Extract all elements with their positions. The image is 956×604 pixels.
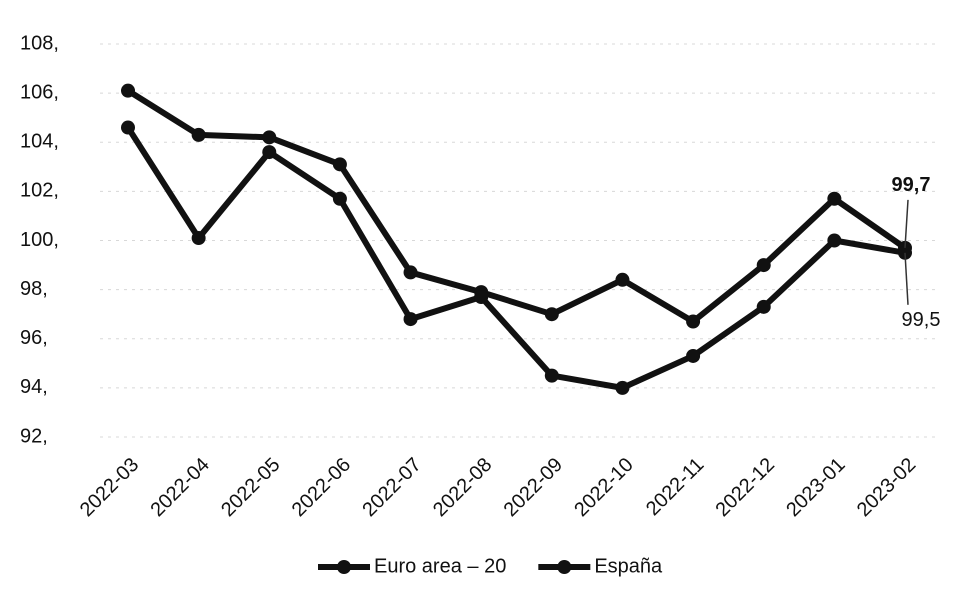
data-point [686, 314, 701, 329]
y-tick-label: 98, [20, 278, 48, 300]
x-tick-label: 2022-06 [288, 454, 355, 521]
data-point [756, 299, 771, 314]
legend-marker [557, 560, 572, 574]
data-point [615, 272, 630, 287]
data-point [615, 380, 630, 395]
data-point [686, 348, 701, 363]
legend-label: España [594, 555, 663, 577]
data-point [544, 307, 559, 322]
data-point [191, 231, 206, 246]
data-point [262, 130, 277, 145]
x-tick-label: 2022-07 [358, 454, 425, 521]
data-point [262, 145, 277, 160]
value-label: 99,5 [902, 309, 941, 331]
y-tick-label: 96, [20, 327, 48, 349]
x-tick-label: 2022-12 [712, 454, 779, 521]
x-tick-label: 2022-08 [429, 454, 496, 521]
x-tick-label: 2022-03 [76, 454, 143, 521]
data-point [756, 258, 771, 273]
data-point [403, 312, 418, 327]
y-tick-label: 104, [20, 131, 59, 153]
data-point [121, 120, 135, 135]
data-point [332, 191, 347, 206]
series-line [126, 88, 907, 325]
y-tick-label: 106, [20, 81, 59, 103]
x-tick-label: 2022-04 [146, 454, 213, 521]
x-tick-label: 2022-11 [642, 454, 708, 520]
legend-label: Euro area – 20 [374, 555, 506, 577]
legend-marker [337, 560, 351, 574]
value-label: 99,7 [892, 174, 931, 196]
y-tick-label: 102, [20, 180, 59, 202]
data-point [121, 83, 135, 98]
series-line [125, 125, 906, 391]
x-tick-label: 2023-02 [853, 454, 920, 521]
x-tick-label: 2022-09 [500, 454, 567, 521]
leader-line [904, 252, 909, 305]
data-point [332, 157, 347, 172]
data-point [191, 127, 206, 142]
leader-line [904, 199, 909, 248]
data-point [827, 233, 842, 248]
data-point [474, 289, 489, 304]
y-tick-label: 92, [20, 425, 48, 447]
x-tick-label: 2022-05 [217, 454, 284, 521]
y-tick-label: 108, [20, 32, 59, 54]
y-tick-label: 100, [20, 229, 59, 251]
data-point [544, 368, 559, 383]
x-tick-label: 2022-10 [570, 454, 637, 521]
data-point [827, 191, 842, 206]
y-tick-label: 94, [20, 376, 48, 398]
data-point [403, 265, 418, 280]
x-tick-label: 2023-01 [782, 454, 849, 521]
